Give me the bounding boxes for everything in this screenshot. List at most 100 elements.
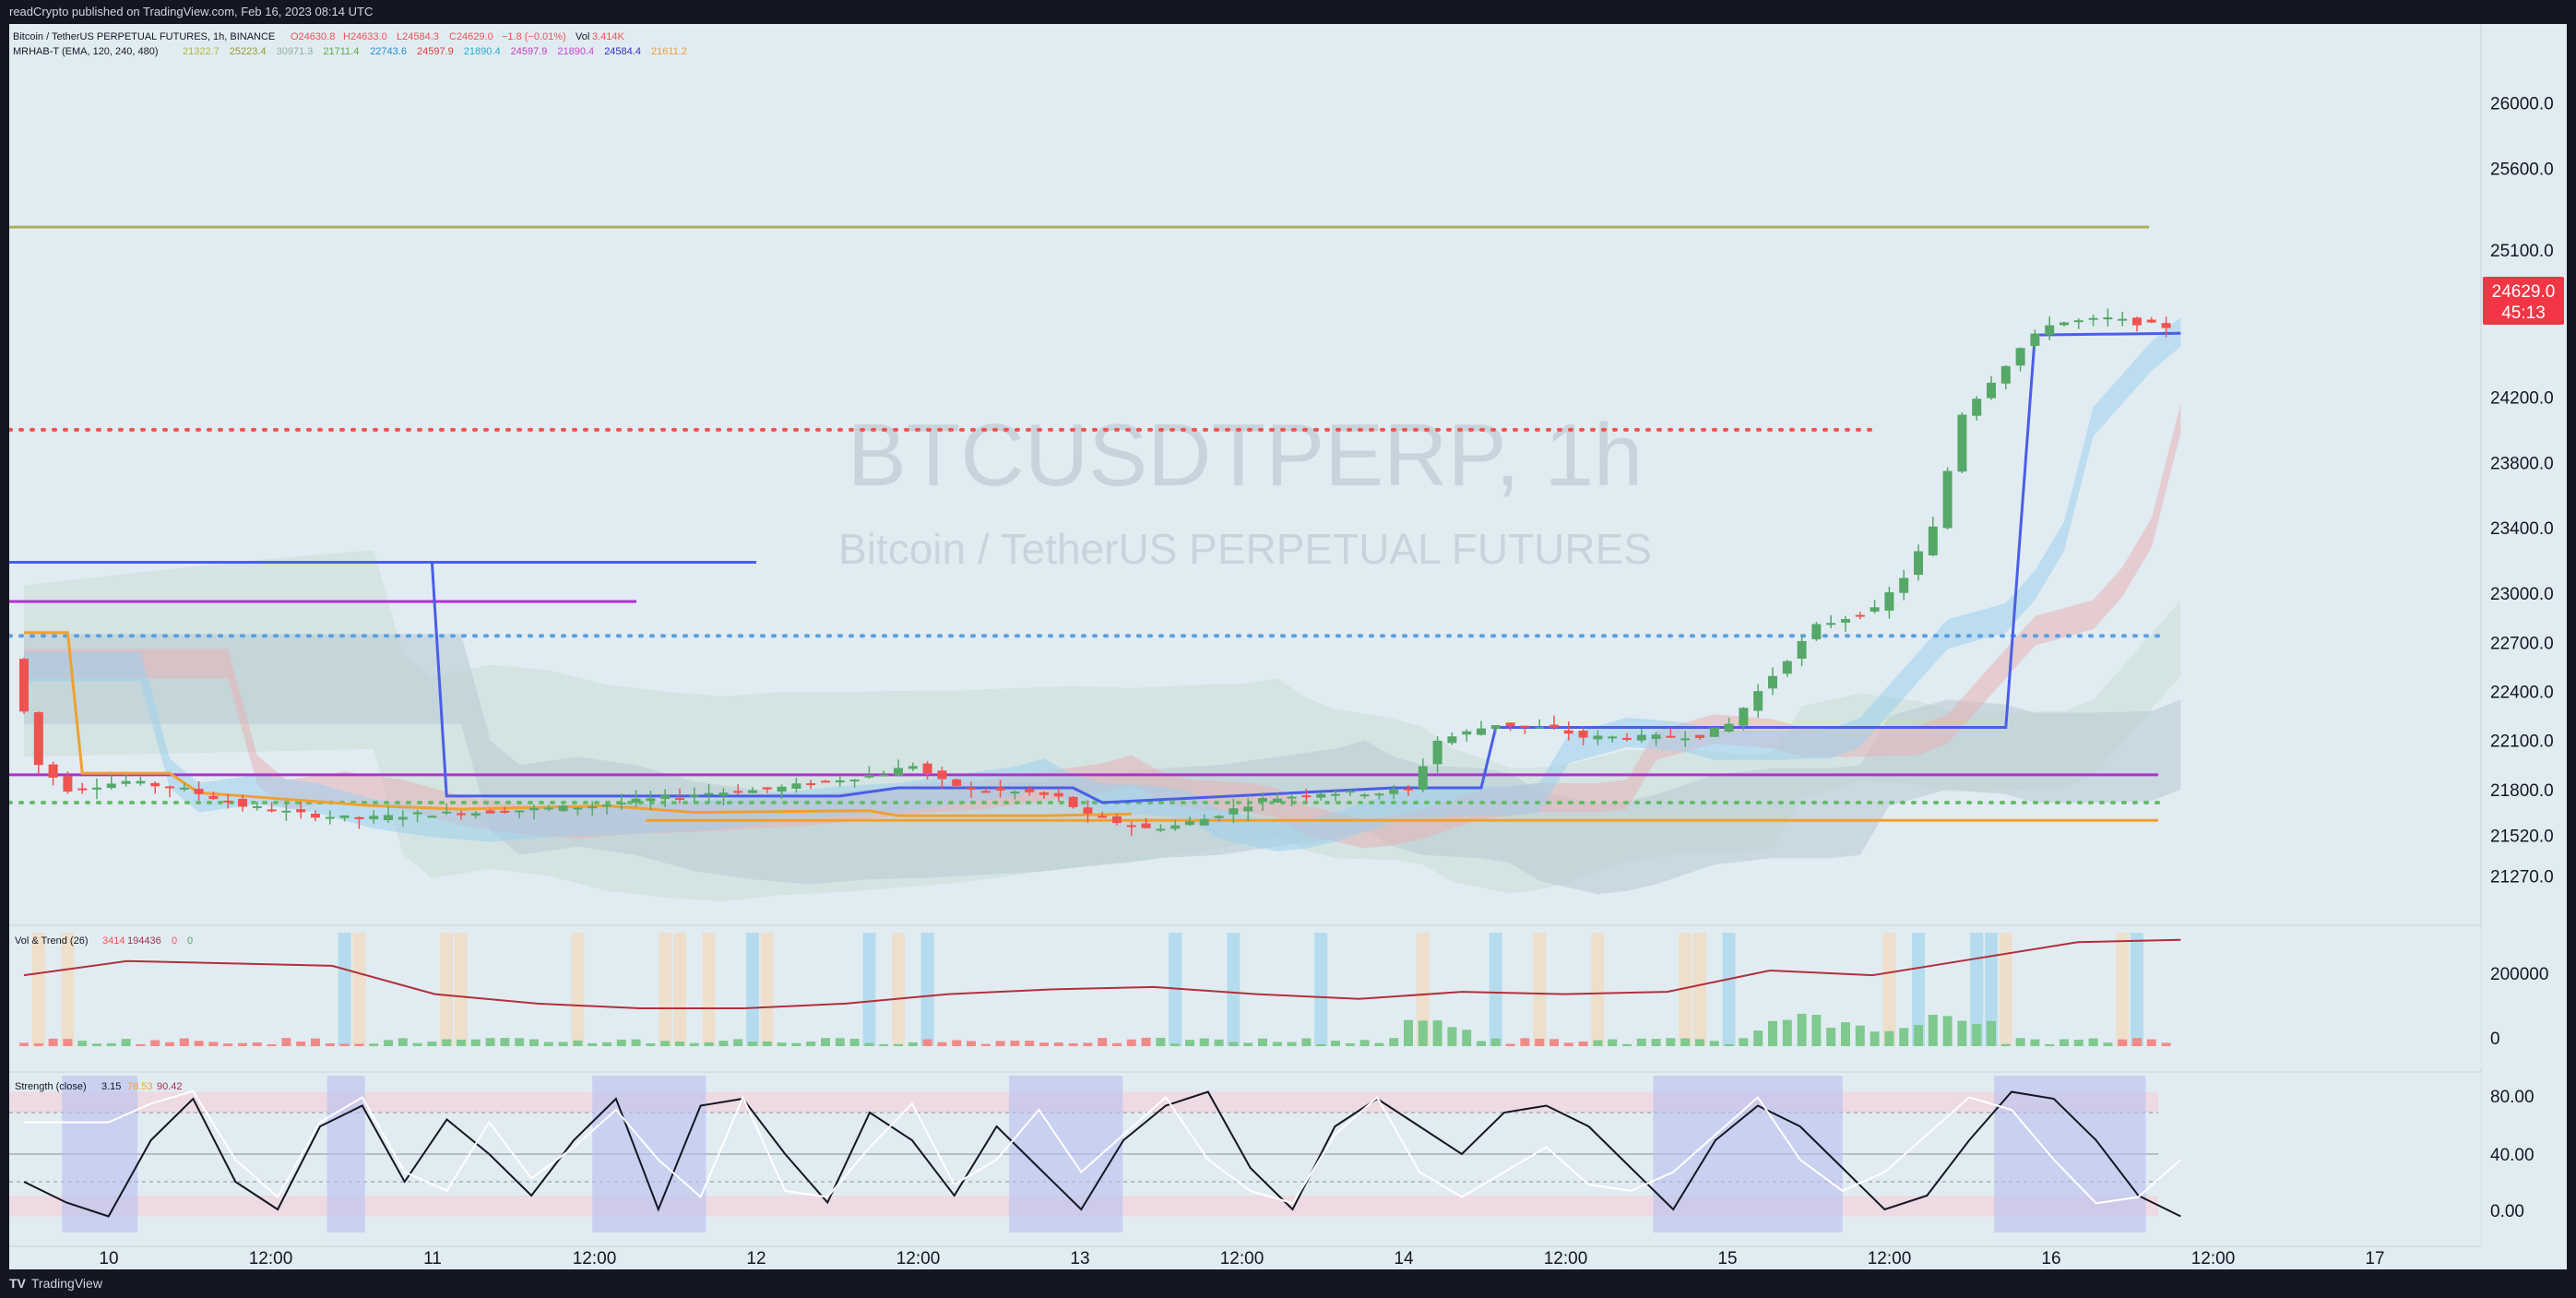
mrhab-value: 22743.6 [370,46,407,57]
vol-bar [1025,1041,1035,1046]
vol-bar [1243,1042,1253,1046]
candle-body [1841,619,1850,623]
candle-body [689,794,699,797]
vol-bar [616,1039,626,1046]
candle-body [369,816,379,820]
candle-body [864,775,874,778]
vol-bar [92,1043,101,1046]
vol-bar [1811,1015,1822,1046]
vol-label: Vol & Trend (26) [15,935,89,947]
vol-axis-top: 200000 [2490,965,2548,984]
vol-bar [2146,1039,2156,1046]
candle-body [106,783,116,789]
mrhab-value: 24597.9 [417,46,454,57]
vol-bar [952,1040,962,1046]
vol-bar [1622,1043,1632,1046]
last-price-tag: 24629.0 45:13 [2483,277,2564,325]
candle-body [602,804,611,807]
vol-axis-bottom: 0 [2490,1030,2500,1049]
candle-body [1477,728,1486,735]
vol-bar [1301,1038,1312,1046]
watermark-symbol: BTCUSDTPERP, 1h [848,406,1644,505]
strength-axis-0: 0.00 [2490,1202,2524,1221]
vol-stripe [659,933,672,1046]
candle-body [1811,624,1822,639]
publish-note: readCrypto published on TradingView.com,… [9,5,374,18]
candle-body [1578,731,1588,738]
candle-body [2000,365,2011,384]
vol-bar [1724,1043,1734,1046]
candle-body [2161,323,2171,328]
vol-bar [1563,1042,1573,1046]
candle-body [1987,382,1996,399]
vol-bar [718,1041,729,1046]
candle-body [1782,661,1792,674]
candle-body [849,780,860,782]
candle-body [252,805,262,808]
vol-bar [762,1041,772,1046]
candle-body [1520,725,1530,728]
strength-highlight [1009,1076,1123,1233]
time-label: 12:00 [573,1249,617,1268]
candle-body [529,807,539,811]
mrhab-value: 24597.9 [511,46,548,57]
chart-canvas[interactable]: BTCUSDTPERP, 1h Bitcoin / TetherUS PERPE… [7,24,2567,1269]
vol-trend-line [23,938,2181,1009]
chart-frame[interactable]: BTCUSDTPERP, 1h Bitcoin / TetherUS PERPE… [7,24,2567,1269]
candle-body [733,791,743,793]
vol-bar [1199,1038,1209,1046]
candle-body [879,774,889,777]
vol-bar [515,1038,525,1046]
strength-v2: 78.53 [127,1081,153,1092]
vol-bar [33,1042,43,1046]
candle-body [238,798,247,807]
footer-bar: TV TradingView [0,1269,2576,1298]
candle-body [1636,734,1646,741]
legend-title: Bitcoin / TetherUS PERPETUAL FUTURES, 1h… [13,31,275,42]
vol-bar [63,1039,73,1046]
candle-body [1156,828,1166,831]
time-label: 14 [1394,1249,1414,1268]
candle-body [208,795,219,800]
vol-pane[interactable] [9,926,2481,1069]
vol-bar [296,1042,306,1046]
vol-bar [267,1043,277,1046]
candle-body [33,712,43,766]
price-axis[interactable] [2481,24,2567,1269]
candle-body [179,787,189,790]
time-axis[interactable]: 10 12:00 11 12:00 12 12:00 13 12:00 14 12:00 15 12:… [99,1249,2384,1268]
vol-stripe [862,933,876,1046]
vol-bar [1753,1030,1763,1046]
vol-bar [1374,1042,1384,1046]
vol-v2: 194436 [127,935,161,947]
candle-body [588,806,598,809]
tradingview-logo[interactable]: TV TradingView [9,1276,102,1291]
vol-bar [1053,1042,1063,1046]
candle-body [1563,730,1573,734]
vol-bar [1826,1028,1836,1046]
vol-bar [1477,1041,1486,1046]
vol-bar [1170,1043,1181,1046]
vol-bar [384,1040,393,1046]
vol-v3: 0 [172,935,177,947]
vol-bar [1768,1020,1777,1046]
candle-body [1622,737,1632,740]
candle-body [1753,691,1763,711]
candle-body [1214,816,1224,818]
candle-body [1025,789,1035,792]
vol-bar [1578,1041,1588,1046]
candle-body [1549,724,1559,728]
vol-bar [121,1039,131,1046]
candle-body [2045,325,2055,336]
vol-bar [485,1038,495,1046]
vol-stripes [31,933,2143,1046]
candle-body [777,786,787,792]
vol-bar [1490,1038,1501,1046]
candle-body [675,798,684,801]
vol-stripe [1533,933,1547,1046]
vol-bar [1447,1027,1457,1046]
vol-bar [1651,1039,1661,1046]
time-label: 13 [1070,1249,1089,1268]
price-label: 23000.0 [2490,585,2554,604]
price-label: 23400.0 [2490,519,2554,539]
